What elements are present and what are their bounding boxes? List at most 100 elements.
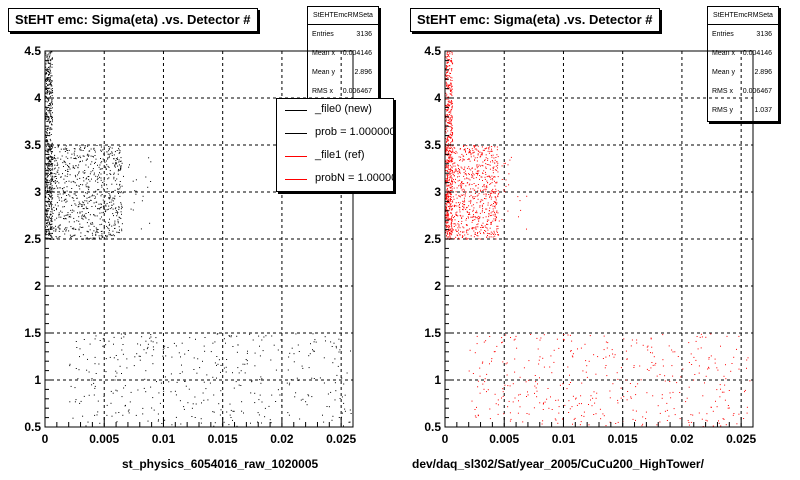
data-point [80, 147, 82, 149]
data-point [668, 345, 670, 347]
data-point [492, 172, 494, 174]
data-point [446, 180, 447, 182]
data-point [712, 425, 714, 427]
data-point [146, 348, 148, 350]
data-point [736, 423, 738, 425]
data-point [495, 188, 497, 190]
data-point [450, 184, 452, 186]
data-point [45, 174, 47, 176]
right-stats-row-rms-y: RMS y 1.037 [708, 101, 778, 120]
data-point [492, 154, 494, 156]
data-point [575, 398, 576, 400]
data-point [323, 382, 325, 384]
data-point [188, 388, 190, 390]
data-point [483, 388, 485, 390]
data-point [115, 210, 117, 212]
data-point [68, 149, 70, 151]
data-point [451, 61, 453, 63]
data-point [469, 148, 470, 150]
data-point [45, 177, 47, 179]
data-point [630, 396, 632, 398]
data-point [185, 385, 187, 387]
data-point [205, 388, 207, 390]
data-point [48, 98, 50, 100]
data-point [50, 206, 52, 208]
data-point [483, 150, 485, 151]
data-point [475, 227, 477, 229]
data-point [688, 422, 690, 423]
data-point [515, 335, 517, 337]
data-point [446, 195, 448, 197]
data-point [458, 156, 460, 158]
data-point [48, 71, 50, 73]
data-point [48, 52, 50, 54]
data-point [448, 101, 450, 103]
data-point [47, 77, 49, 79]
data-point [518, 394, 520, 396]
data-point [116, 162, 118, 164]
data-point [727, 407, 729, 409]
data-point [496, 202, 498, 204]
data-point [491, 360, 492, 362]
data-point [495, 203, 497, 205]
data-point [497, 212, 499, 214]
data-point [701, 418, 703, 420]
data-point [464, 148, 466, 150]
data-point [489, 363, 490, 365]
data-point [350, 350, 351, 352]
data-point [450, 123, 452, 125]
data-point [503, 189, 505, 191]
data-point [448, 111, 450, 113]
data-point [497, 190, 499, 192]
data-point [91, 206, 93, 207]
data-point [449, 233, 450, 235]
data-point [461, 184, 463, 186]
data-point [95, 227, 97, 229]
data-point [252, 339, 254, 341]
data-point [209, 382, 211, 384]
data-point [48, 162, 50, 164]
data-point [46, 223, 48, 225]
data-point [449, 176, 451, 178]
data-point [445, 56, 447, 58]
data-point [581, 415, 583, 417]
data-point [116, 178, 118, 180]
data-point [301, 365, 303, 367]
data-point [158, 419, 159, 421]
data-point [490, 236, 492, 238]
data-point [450, 123, 452, 125]
data-point [174, 390, 176, 392]
data-point [688, 342, 690, 344]
data-point [457, 202, 459, 204]
data-point [251, 380, 253, 382]
data-point [666, 409, 668, 411]
data-point [489, 183, 491, 185]
data-point [87, 358, 88, 360]
data-point [470, 201, 472, 203]
data-point [445, 65, 447, 66]
data-point [254, 365, 256, 367]
data-point [462, 215, 464, 217]
data-point [167, 347, 169, 348]
data-point [49, 223, 51, 225]
data-point [609, 355, 610, 357]
data-point [459, 170, 461, 172]
data-point [246, 352, 248, 354]
data-point [466, 230, 467, 232]
data-point [477, 226, 479, 228]
data-point [51, 121, 53, 123]
data-point [46, 121, 48, 122]
data-point [241, 401, 243, 403]
data-point [449, 150, 451, 152]
data-point [479, 205, 481, 207]
data-point [308, 395, 310, 397]
x-tick-label: 0.025 [326, 432, 356, 446]
data-point [106, 174, 108, 176]
data-point [108, 157, 110, 159]
data-point [450, 208, 452, 210]
data-point [472, 188, 474, 190]
data-point [59, 187, 61, 189]
data-point [48, 127, 50, 129]
data-point [51, 169, 53, 171]
data-point [310, 343, 311, 345]
